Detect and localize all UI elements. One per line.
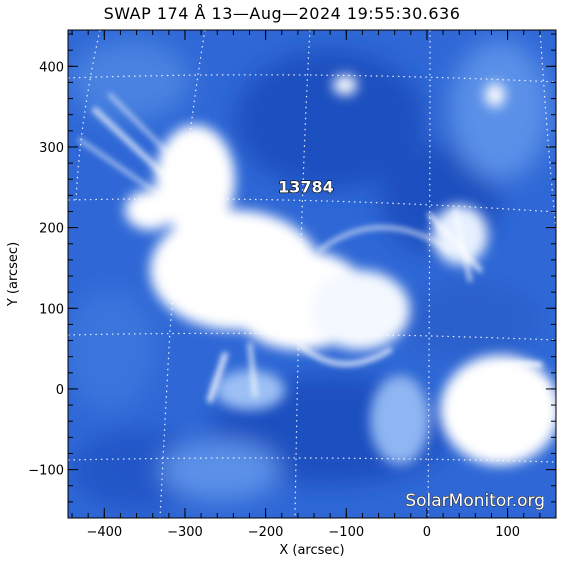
y-tick-label: −100	[28, 464, 64, 479]
image-title: SWAP 174 Å 13—Aug—2024 19:55:30.636	[103, 4, 461, 23]
x-axis-title: X (arcsec)	[279, 543, 344, 558]
y-tick-label: 300	[39, 141, 64, 156]
x-tick-label: −100	[328, 525, 364, 540]
x-tick-label: −400	[86, 525, 122, 540]
y-axis-title: Y (arcsec)	[6, 242, 21, 307]
y-tick-label: 400	[39, 60, 64, 75]
x-tick-label: 0	[423, 525, 431, 540]
x-tick-label: −200	[248, 525, 284, 540]
active-region-label: 13784	[278, 177, 334, 196]
y-axis: −100 0 100 200 300 400	[28, 33, 556, 519]
y-tick-label: 200	[39, 222, 64, 237]
x-axis: −400 −300 −200 −100 0 100	[71, 30, 557, 540]
plot-frame	[67, 29, 557, 519]
solar-euv-image	[68, 30, 556, 518]
heliographic-grid	[68, 30, 556, 518]
x-tick-label: −300	[167, 525, 203, 540]
x-tick-label: 100	[495, 525, 520, 540]
solarmonitor-watermark: SolarMonitor.org	[405, 491, 545, 511]
y-tick-label: 0	[56, 383, 64, 398]
y-tick-label: 100	[39, 302, 64, 317]
